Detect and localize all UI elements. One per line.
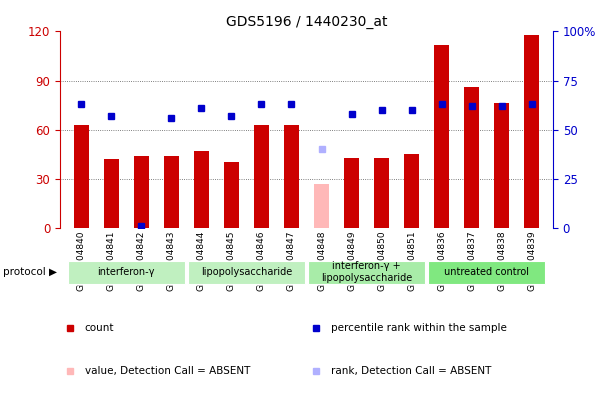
- Bar: [524, 35, 539, 228]
- Text: value, Detection Call = ABSENT: value, Detection Call = ABSENT: [85, 366, 250, 376]
- Text: protocol ▶: protocol ▶: [3, 267, 57, 277]
- Bar: [404, 154, 419, 228]
- Text: interferon-γ: interferon-γ: [97, 267, 155, 277]
- Bar: [254, 125, 269, 228]
- Bar: [224, 162, 239, 228]
- Bar: [163, 156, 179, 228]
- Bar: [284, 125, 299, 228]
- Bar: [74, 125, 89, 228]
- Text: count: count: [85, 323, 114, 333]
- Text: untreated control: untreated control: [444, 267, 529, 277]
- Bar: [194, 151, 209, 228]
- Text: interferon-γ +
lipopolysaccharide: interferon-γ + lipopolysaccharide: [321, 261, 412, 283]
- Bar: [428, 261, 545, 284]
- Bar: [308, 261, 426, 284]
- Bar: [314, 184, 329, 228]
- Bar: [374, 158, 389, 228]
- Bar: [104, 159, 118, 228]
- Bar: [344, 158, 359, 228]
- Bar: [464, 87, 480, 228]
- Text: percentile rank within the sample: percentile rank within the sample: [331, 323, 507, 333]
- Bar: [188, 261, 305, 284]
- Text: rank, Detection Call = ABSENT: rank, Detection Call = ABSENT: [331, 366, 492, 376]
- Bar: [133, 156, 149, 228]
- Bar: [494, 103, 509, 228]
- Text: lipopolysaccharide: lipopolysaccharide: [201, 267, 292, 277]
- Bar: [434, 44, 449, 228]
- Bar: [68, 261, 185, 284]
- Title: GDS5196 / 1440230_at: GDS5196 / 1440230_at: [226, 15, 387, 29]
